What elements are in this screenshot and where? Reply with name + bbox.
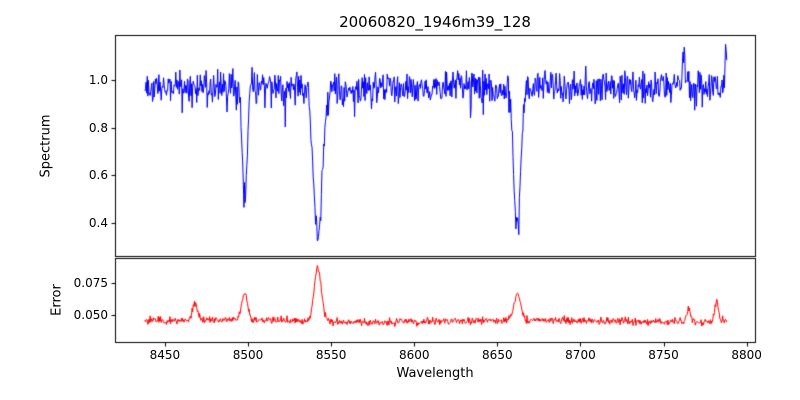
x-tick-label: 8550 xyxy=(315,348,347,362)
x-tick-label: 8500 xyxy=(232,348,264,362)
x-tick-label: 8800 xyxy=(731,348,762,362)
chart-title: 20060820_1946m39_128 xyxy=(339,13,531,31)
x-tick-label: 8700 xyxy=(565,348,596,362)
y-tick-label: 1.0 xyxy=(88,73,108,88)
y-tick-label: 0.050 xyxy=(73,308,108,323)
y-tick-label: 0.4 xyxy=(88,215,108,230)
x-axis-label: Wavelength xyxy=(396,366,474,381)
y-tick-label: 0.6 xyxy=(88,168,108,183)
y-tick-label: 0.075 xyxy=(73,276,108,291)
x-tick-label: 8450 xyxy=(149,348,181,362)
x-tick-label: 8600 xyxy=(398,348,430,362)
x-tick-label: 8650 xyxy=(482,348,513,362)
y-tick-label: 0.8 xyxy=(88,120,108,135)
x-tick-label: 8750 xyxy=(648,348,679,362)
